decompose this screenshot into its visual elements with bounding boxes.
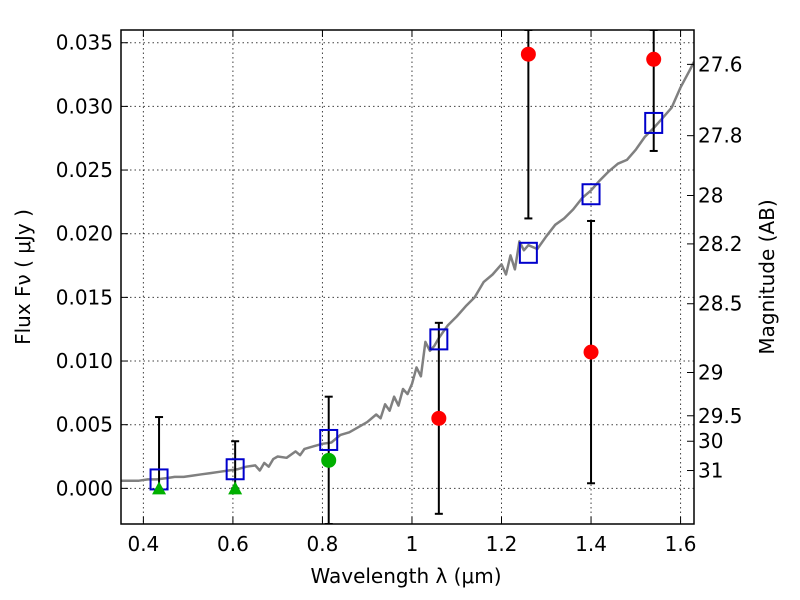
- model-square-marker: [429, 328, 449, 351]
- right-tick-label: 29.5: [698, 404, 743, 428]
- right-tick-label: 31: [698, 459, 723, 483]
- right-tick-label: 27.6: [698, 52, 743, 76]
- y-tick-label: 0.025: [56, 158, 113, 182]
- x-tick-label: 0.6: [217, 532, 249, 556]
- y-tick-label: 0.010: [56, 349, 113, 373]
- y-tick-label: 0.015: [56, 285, 113, 309]
- upper-limit-triangle: [152, 481, 167, 495]
- marker-layer: [149, 46, 664, 495]
- model-square-marker: [319, 428, 339, 451]
- right-tick-label: 28.2: [698, 232, 743, 256]
- y-tick-label: 0.000: [56, 476, 113, 500]
- y-tick-label: 0.020: [56, 222, 113, 246]
- x-tick-label: 1.6: [665, 532, 697, 556]
- y-tick-label: 0.035: [56, 31, 113, 55]
- right-tick-label: 29: [698, 360, 723, 384]
- x-tick-label: 0.4: [127, 532, 159, 556]
- model-square-marker: [225, 458, 245, 481]
- grid: [121, 30, 694, 524]
- right-tick-label: 28.5: [698, 292, 743, 316]
- right-tick-label: 30: [698, 429, 723, 453]
- y-axis-label: Flux Fν ( μJy ): [11, 209, 35, 345]
- model-square-marker: [581, 183, 601, 206]
- y-tick-label: 0.030: [56, 94, 113, 118]
- x-tick-label: 1: [406, 532, 419, 556]
- x-tick-label: 1.4: [575, 532, 607, 556]
- spectrum-line: [121, 61, 694, 482]
- tick-layer: 0.4 0.6 0.8 1 1.2 1.4 1.6 0.000 0.005 0.010 0.015 0…: [56, 30, 743, 556]
- spectrum-line-layer: [121, 61, 694, 482]
- model-square-marker: [518, 241, 538, 264]
- x-tick-label: 0.8: [307, 532, 339, 556]
- right-axis-label: Magnitude (AB): [755, 199, 779, 354]
- right-tick-label: 28: [698, 184, 723, 208]
- marginal-detection-point: [321, 452, 337, 468]
- detection-point: [431, 410, 447, 426]
- x-tick-label: 1.2: [486, 532, 518, 556]
- detection-point: [583, 344, 599, 360]
- x-axis-label: Wavelength λ (μm): [310, 564, 501, 588]
- y-tick-label: 0.005: [56, 413, 113, 437]
- detection-point: [646, 51, 662, 67]
- right-tick-label: 27.8: [698, 124, 743, 148]
- plot-frame: [120, 29, 695, 525]
- model-square-marker: [644, 111, 664, 134]
- errorbar-layer: [155, 30, 658, 524]
- upper-limit-triangle: [228, 481, 243, 495]
- detection-point: [520, 46, 536, 62]
